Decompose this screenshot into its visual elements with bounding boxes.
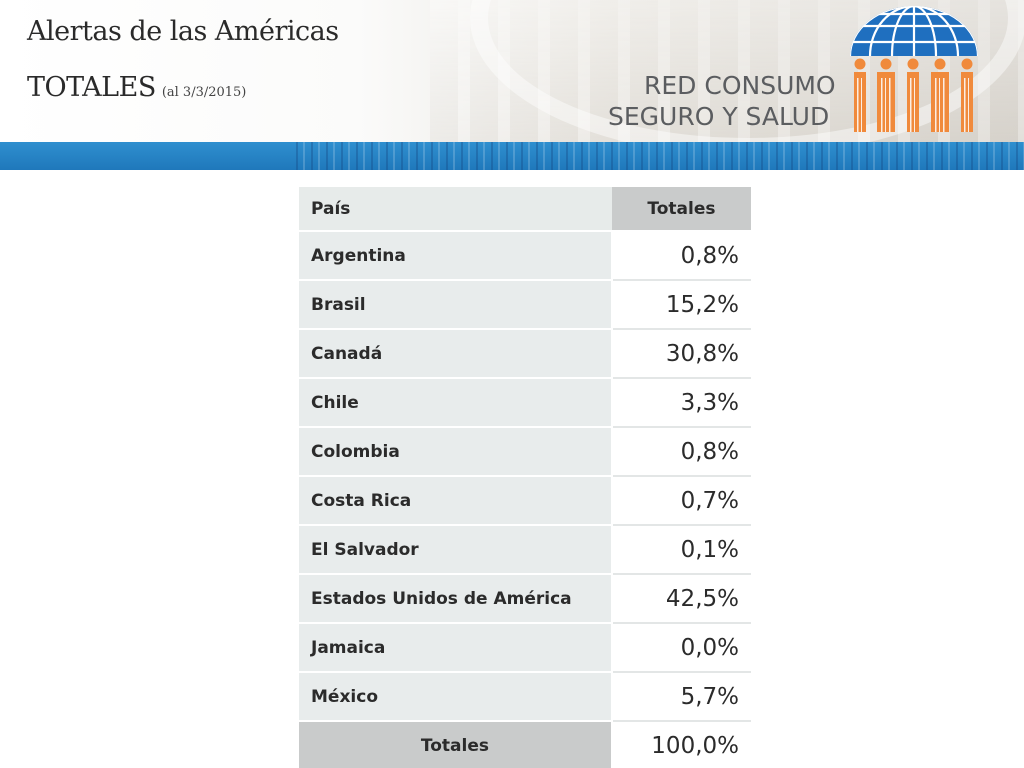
country-cell: Estados Unidos de América — [299, 574, 613, 624]
table-row: Costa Rica 0,7% — [299, 476, 751, 526]
stripe-pattern — [290, 142, 1024, 170]
total-cell: 0,1% — [611, 525, 751, 575]
subtitle-text: TOTALES — [27, 72, 156, 103]
table-row: Jamaica 0,0% — [299, 623, 751, 673]
total-cell: 3,3% — [611, 378, 751, 428]
country-cell: Brasil — [299, 280, 613, 330]
country-cell: México — [299, 672, 613, 722]
table-row: Chile 3,3% — [299, 378, 751, 428]
country-cell: Jamaica — [299, 623, 613, 673]
brand-line-2: SEGURO Y SALUD — [608, 102, 830, 131]
brand-line-1: RED CONSUMO — [644, 71, 836, 100]
blue-stripe — [0, 142, 1024, 170]
red-consumo-logo-icon — [850, 6, 978, 132]
brand-text: RED CONSUMO SEGURO Y SALUD — [608, 70, 836, 132]
country-cell: El Salvador — [299, 525, 613, 575]
table-header-row: País Totales — [299, 187, 751, 232]
total-cell: 42,5% — [611, 574, 751, 624]
totals-table-container: País Totales Argentina 0,8% Brasil 15,2%… — [299, 187, 751, 768]
total-cell: 30,8% — [611, 329, 751, 379]
total-cell: 0,8% — [611, 231, 751, 281]
table-row: Brasil 15,2% — [299, 280, 751, 330]
country-cell: Argentina — [299, 231, 613, 281]
header-country: País — [299, 187, 612, 232]
table-row: Canadá 30,8% — [299, 329, 751, 379]
header-totals: Totales — [611, 187, 751, 232]
total-cell: 5,7% — [611, 672, 751, 722]
country-cell: Colombia — [299, 427, 613, 477]
table-row: Estados Unidos de América 42,5% — [299, 574, 751, 624]
total-cell: 0,7% — [611, 476, 751, 526]
totals-table: País Totales Argentina 0,8% Brasil 15,2%… — [299, 187, 751, 768]
slide-subtitle: TOTALES (al 3/3/2015) — [27, 72, 246, 103]
total-cell: 0,0% — [611, 623, 751, 673]
grand-total-cell: 100,0% — [611, 721, 751, 768]
country-cell: Canadá — [299, 329, 613, 379]
total-cell: 15,2% — [611, 280, 751, 330]
table-total-row: Totales 100,0% — [299, 721, 751, 768]
country-cell: Chile — [299, 378, 613, 428]
total-label-cell: Totales — [299, 721, 613, 768]
total-cell: 0,8% — [611, 427, 751, 477]
header-banner: Alertas de las Américas TOTALES (al 3/3/2… — [0, 0, 1024, 142]
date-note: (al 3/3/2015) — [161, 85, 247, 100]
country-cell: Costa Rica — [299, 476, 613, 526]
slide-title: Alertas de las Américas — [27, 16, 339, 47]
table-row: El Salvador 0,1% — [299, 525, 751, 575]
table-row: Colombia 0,8% — [299, 427, 751, 477]
table-row: México 5,7% — [299, 672, 751, 722]
table-row: Argentina 0,8% — [299, 231, 751, 281]
